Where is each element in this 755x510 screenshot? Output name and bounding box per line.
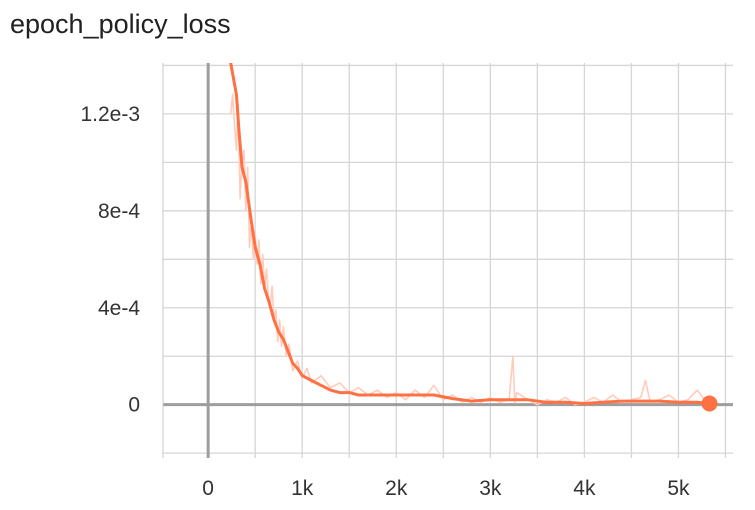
x-tick-label: 3k [479, 477, 502, 500]
y-tick-label: 1.2e-3 [80, 103, 140, 126]
chart-title: epoch_policy_loss [10, 9, 231, 39]
x-tick-label: 2k [385, 477, 408, 500]
x-tick-label: 0 [202, 477, 214, 500]
grid-lines [163, 63, 733, 458]
tick-labels: 0 1k 2k 3k 4k 5k 0 4e-4 8e-4 1.2e-3 [80, 103, 690, 500]
axes [162, 63, 733, 458]
y-tick-label: 8e-4 [98, 200, 140, 223]
x-tick-label: 5k [667, 477, 690, 500]
series-lines [229, 63, 711, 406]
last-point-markers [701, 395, 718, 412]
y-tick-label: 4e-4 [98, 297, 140, 320]
x-tick-label: 1k [291, 477, 314, 500]
y-tick-label: 0 [128, 394, 140, 417]
x-tick-label: 4k [573, 477, 596, 500]
smoothed-series-line [229, 63, 711, 405]
last-point-marker[interactable] [701, 395, 718, 412]
